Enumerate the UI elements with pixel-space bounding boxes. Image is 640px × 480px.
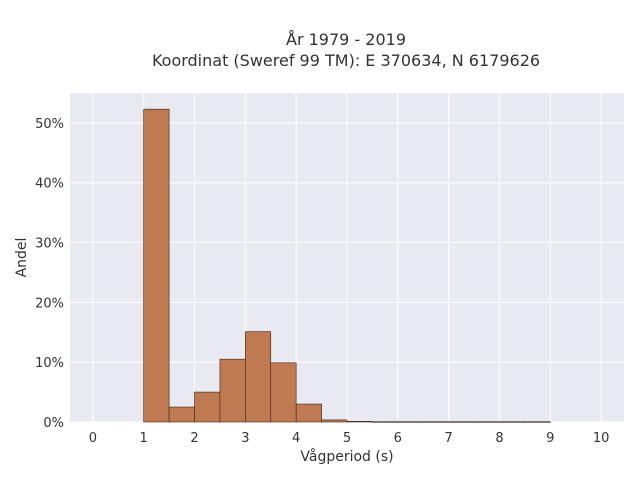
x-axis-ticks: 0 1 2 3 4 5 6 7 8 9 10: [89, 431, 610, 446]
histogram-bar: [245, 331, 272, 423]
x-tick-label-5: 5: [343, 431, 351, 446]
y-tick-label-2: 20%: [35, 296, 64, 311]
y-axis-label: Andel: [14, 238, 30, 278]
histogram-bar: [422, 421, 449, 423]
histogram-bar: [524, 421, 551, 423]
histogram-bar: [168, 406, 195, 423]
histogram-bar: [219, 358, 246, 423]
x-tick-label-2: 2: [190, 431, 198, 446]
x-tick-label-6: 6: [394, 431, 402, 446]
y-tick-label-3: 30%: [35, 237, 64, 252]
histogram-bar: [194, 391, 221, 423]
chart-title-line-2: Koordinat (Sweref 99 TM): E 370634, N 61…: [152, 51, 540, 70]
histogram-bar: [372, 421, 399, 423]
histogram-bar: [473, 421, 500, 423]
histogram-bar: [346, 421, 373, 423]
x-axis-label: Vågperiod (s): [300, 448, 393, 465]
histogram-bar: [143, 108, 170, 423]
x-tick-label-7: 7: [445, 431, 453, 446]
histogram-bar: [448, 421, 475, 423]
histogram-bar: [397, 421, 424, 423]
histogram-bar: [321, 419, 348, 423]
x-tick-label-3: 3: [241, 431, 249, 446]
x-tick-label-10: 10: [593, 431, 610, 446]
x-tick-label-9: 9: [546, 431, 554, 446]
histogram-bar: [499, 421, 526, 423]
x-tick-label-4: 4: [292, 431, 300, 446]
histogram-bar: [270, 362, 297, 423]
chart-title-line-1: År 1979 - 2019: [286, 30, 406, 49]
x-tick-label-1: 1: [140, 431, 148, 446]
y-tick-label-4: 40%: [35, 177, 64, 192]
x-tick-label-0: 0: [89, 431, 97, 446]
y-axis-ticks: 0% 10% 20% 30% 40% 50%: [35, 117, 64, 431]
histogram-bar: [295, 403, 322, 423]
y-tick-label-0: 0%: [43, 416, 64, 431]
y-tick-label-1: 10%: [35, 356, 64, 371]
bars: [143, 108, 551, 423]
x-tick-label-8: 8: [495, 431, 503, 446]
y-tick-label-5: 50%: [35, 117, 64, 132]
